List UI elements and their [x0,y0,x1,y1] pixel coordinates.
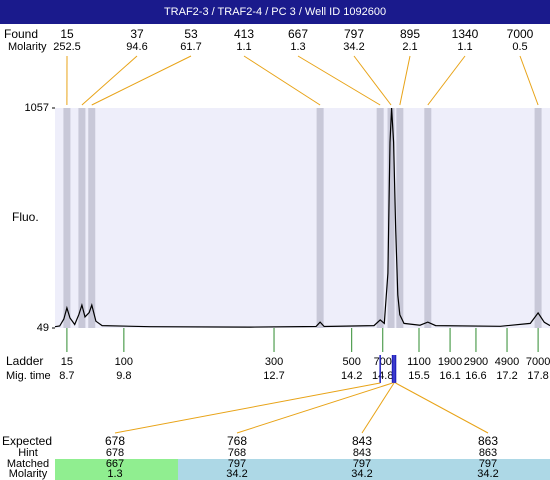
found-molarity: 2.1 [402,41,417,53]
found-molarity: 0.5 [512,41,527,53]
peak-connector [243,55,321,106]
peak-band [88,108,96,328]
mig-time: 16.6 [465,370,486,382]
expected-matched: 797 [353,458,371,470]
expected-connector [236,382,393,434]
expected-molarity: 34.2 [351,468,372,480]
ladder-size: 15 [61,356,73,368]
found-size: 895 [400,27,420,41]
peak-band [424,108,432,328]
expected-molarity: 34.2 [477,468,498,480]
expected-expected: 843 [352,434,372,448]
found-size: 7000 [507,27,534,41]
peak-band [534,108,542,328]
expected-row-label: Molarity [9,468,48,480]
found-molarity-label: Molarity [8,41,47,53]
y-tick-label: 49 [37,322,49,334]
found-molarity: 1.1 [236,41,251,53]
peak-connector [399,55,411,106]
ladder-size: 7000 [526,356,550,368]
found-molarity: 1.3 [290,41,305,53]
mig-time: 14.2 [341,370,362,382]
ladder-label: Ladder [6,354,43,368]
mig-time: 17.2 [496,370,517,382]
found-size: 797 [344,27,364,41]
ladder-size: 100 [115,356,133,368]
peak-connector [519,55,539,106]
expected-connector [114,382,381,434]
peak-band [387,108,395,328]
peak-band [63,108,71,328]
mig-time: 9.8 [116,370,131,382]
peak-band [396,108,404,328]
found-size: 53 [184,27,198,41]
expected-connector [395,382,489,434]
expected-molarity: 1.3 [107,468,122,480]
expected-row-label: Matched [7,458,49,470]
expected-connector [361,382,395,434]
mig-time: 12.7 [263,370,284,382]
title: TRAF2-3 / TRAF2-4 / PC 3 / Well ID 10926… [164,6,386,18]
expected-row-label: Hint [18,447,38,459]
expected-expected: 863 [478,434,498,448]
found-size: 37 [130,27,144,41]
title-bar [0,0,550,24]
mig-time: 17.8 [527,370,548,382]
peak-band [376,108,384,328]
expected-expected: 768 [227,434,247,448]
found-size: 1340 [452,27,479,41]
matched-bg-first [55,459,178,480]
expected-matched: 667 [106,458,124,470]
found-label: Found [4,27,38,41]
ladder-size: 1100 [407,356,431,368]
expected-hint: 678 [106,447,124,459]
mig-time: 16.1 [439,370,460,382]
ladder-size: 4900 [495,356,519,368]
ladder-size: 500 [343,356,361,368]
ladder-size: 700 [374,356,392,368]
peak-connector [297,55,381,106]
expected-hint: 768 [228,447,246,459]
peak-connector [81,55,138,106]
found-molarity: 94.6 [126,41,147,53]
peak-connector [427,55,466,106]
found-size: 667 [288,27,308,41]
plot-area [55,108,550,328]
y-label: Fluo. [12,210,39,224]
expected-hint: 843 [353,447,371,459]
found-molarity: 1.1 [457,41,472,53]
mig-time: 8.7 [59,370,74,382]
found-molarity: 61.7 [180,41,201,53]
ladder-size: 300 [265,356,283,368]
expected-expected: 678 [105,434,125,448]
mig-time-label: Mig. time [6,370,51,382]
ladder-size: 1900 [438,356,462,368]
trace [54,107,550,328]
found-size: 15 [60,27,74,41]
ladder-size: 2900 [464,356,488,368]
mig-time: 14.8 [372,370,393,382]
expected-matched: 797 [228,458,246,470]
expected-molarity: 34.2 [226,468,247,480]
matched-bg-rest [178,459,550,480]
expected-hint: 863 [479,447,497,459]
peak-connector [91,55,192,106]
found-molarity: 252.5 [53,41,81,53]
peak-band [316,108,324,328]
y-tick-label: 1057 [25,102,49,114]
peak-connector [353,55,392,106]
found-molarity: 34.2 [343,41,364,53]
expected-row-label: Expected [2,434,52,448]
found-size: 413 [234,27,254,41]
peak-band [78,108,86,328]
mig-time: 15.5 [408,370,429,382]
expected-matched: 797 [479,458,497,470]
